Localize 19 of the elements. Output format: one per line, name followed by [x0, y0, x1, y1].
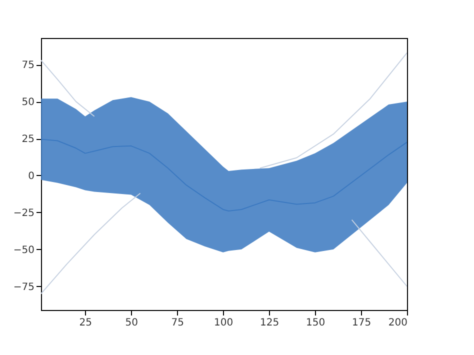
x-tick-label: 25 [79, 318, 92, 328]
y-tick-label: 75 [22, 60, 34, 72]
x-tick-label: 100 [214, 318, 234, 328]
y-tick-label: −25 [13, 208, 34, 219]
line-series [259, 52, 407, 169]
x-tick-label: 75 [171, 318, 184, 328]
y-tick-label: −50 [13, 244, 34, 256]
line-series [41, 192, 141, 294]
x-tick-label: 125 [260, 318, 280, 328]
y-tick-label: −75 [13, 282, 34, 293]
y-tick-label: 50 [22, 97, 34, 108]
x-tick-label: 200 [388, 318, 408, 328]
y-tick-label: 0 [28, 170, 34, 182]
line-series [351, 219, 407, 287]
y-tick-label: 25 [22, 134, 34, 146]
x-tick-label: 50 [125, 318, 138, 328]
x-tick-label: 175 [352, 318, 372, 328]
x-tick-label: 150 [306, 318, 326, 328]
line-series [41, 60, 95, 117]
